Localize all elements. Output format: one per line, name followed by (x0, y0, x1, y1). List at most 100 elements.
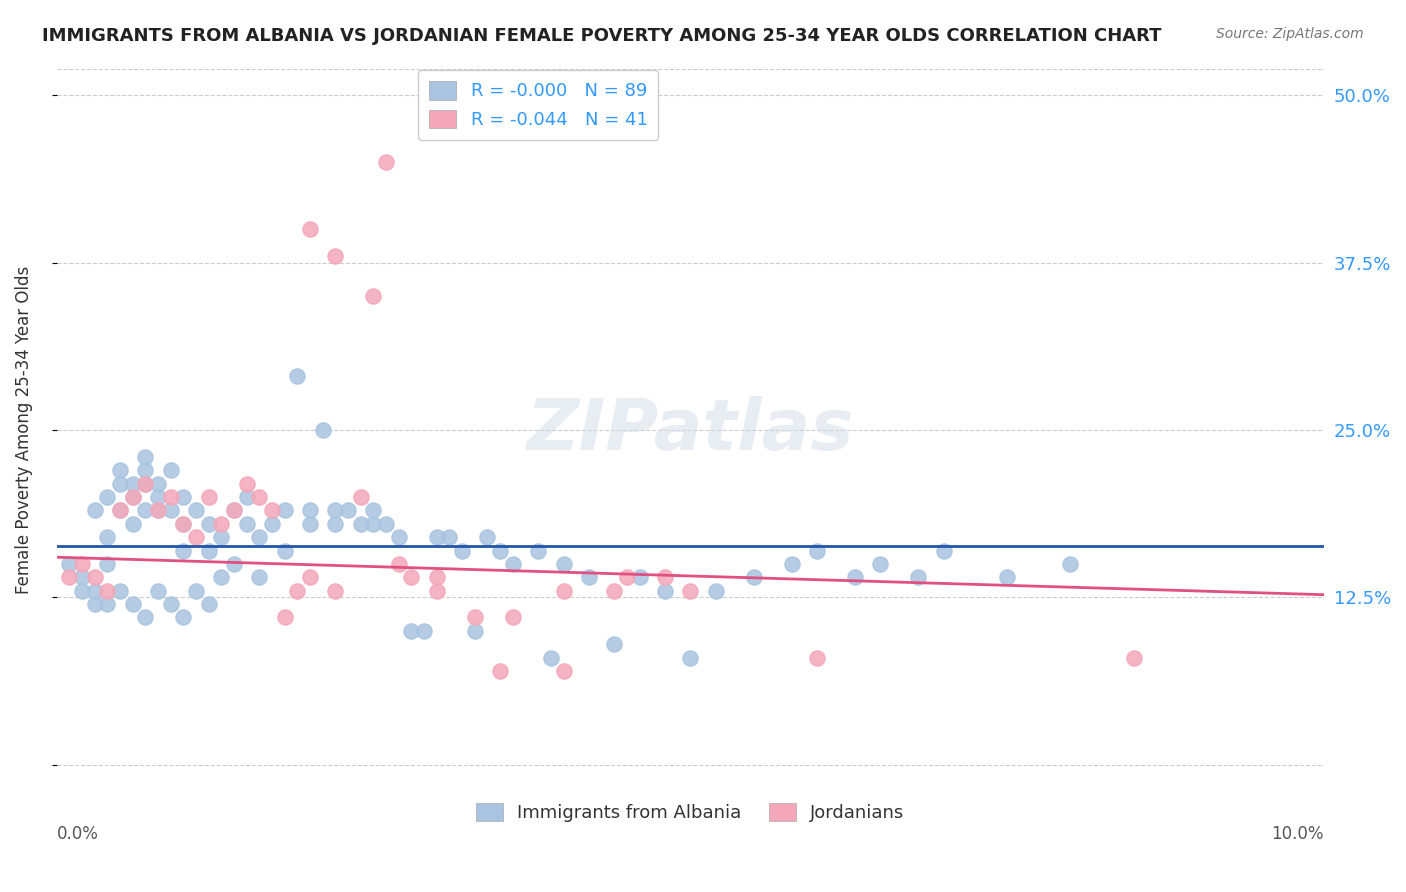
Point (388, 557, 411, 571)
Point (742, 570, 765, 584)
Text: 0.0%: 0.0% (56, 825, 98, 843)
Point (439, 530, 461, 544)
Point (844, 570, 866, 584)
Point (96, 583, 118, 598)
Point (260, 516, 283, 531)
Point (134, 450, 156, 464)
Point (995, 570, 1018, 584)
Point (260, 503, 283, 517)
Point (146, 583, 169, 598)
Point (274, 610, 297, 624)
Point (134, 463, 156, 477)
Point (806, 650, 828, 665)
Point (172, 516, 194, 531)
Point (907, 570, 929, 584)
Point (553, 583, 575, 598)
Point (247, 490, 270, 504)
Point (108, 503, 131, 517)
Point (159, 490, 181, 504)
Point (70, 557, 93, 571)
Point (235, 516, 257, 531)
Point (247, 570, 270, 584)
Point (325, 503, 347, 517)
Point (603, 583, 626, 598)
Point (172, 516, 194, 531)
Point (401, 624, 423, 638)
Point (363, 503, 385, 517)
Point (58, 570, 80, 584)
Point (108, 476, 131, 491)
Point (108, 463, 131, 477)
Point (184, 530, 207, 544)
Point (159, 463, 181, 477)
Point (96, 530, 118, 544)
Point (603, 637, 626, 651)
Point (553, 664, 575, 678)
Point (83, 503, 105, 517)
Point (159, 597, 181, 611)
Point (325, 516, 347, 531)
Point (146, 476, 169, 491)
Point (274, 543, 297, 558)
Point (121, 516, 143, 531)
Point (806, 543, 828, 558)
Point (299, 503, 322, 517)
Point (464, 624, 486, 638)
Point (502, 610, 524, 624)
Point (540, 650, 562, 665)
Point (426, 583, 449, 598)
Point (679, 650, 702, 665)
Point (121, 597, 143, 611)
Point (628, 570, 651, 584)
Point (375, 155, 398, 169)
Point (312, 423, 335, 437)
Point (426, 530, 449, 544)
Point (83, 583, 105, 598)
Point (413, 624, 436, 638)
Point (235, 490, 257, 504)
Point (654, 570, 676, 584)
Point (553, 557, 575, 571)
Point (375, 516, 398, 531)
Point (502, 557, 524, 571)
Point (274, 503, 297, 517)
Point (222, 557, 245, 571)
Point (527, 543, 550, 558)
Point (477, 530, 499, 544)
Point (197, 543, 219, 558)
Point (134, 476, 156, 491)
Point (489, 543, 512, 558)
Text: ZIPatlas: ZIPatlas (527, 395, 853, 465)
Legend: Immigrants from Albania, Jordanians: Immigrants from Albania, Jordanians (465, 792, 915, 833)
Text: Source: ZipAtlas.com: Source: ZipAtlas.com (1216, 27, 1364, 41)
Point (197, 597, 219, 611)
Point (209, 570, 232, 584)
Point (108, 583, 131, 598)
Point (134, 503, 156, 517)
Point (464, 610, 486, 624)
Point (172, 543, 194, 558)
Point (388, 530, 411, 544)
Point (209, 516, 232, 531)
Point (299, 570, 322, 584)
Text: IMMIGRANTS FROM ALBANIA VS JORDANIAN FEMALE POVERTY AMONG 25-34 YEAR OLDS CORREL: IMMIGRANTS FROM ALBANIA VS JORDANIAN FEM… (42, 27, 1161, 45)
Point (451, 543, 474, 558)
Point (704, 583, 727, 598)
Text: 10.0%: 10.0% (1271, 825, 1324, 843)
Point (70, 583, 93, 598)
Point (287, 369, 309, 384)
Point (70, 570, 93, 584)
Y-axis label: Female Poverty Among 25-34 Year Olds: Female Poverty Among 25-34 Year Olds (15, 266, 32, 594)
Point (337, 503, 360, 517)
Point (58, 557, 80, 571)
Point (235, 476, 257, 491)
Point (654, 583, 676, 598)
Point (932, 543, 955, 558)
Point (1059, 557, 1081, 571)
Point (616, 570, 638, 584)
Point (299, 222, 322, 236)
Point (83, 597, 105, 611)
Point (96, 557, 118, 571)
Point (121, 490, 143, 504)
Point (363, 289, 385, 303)
